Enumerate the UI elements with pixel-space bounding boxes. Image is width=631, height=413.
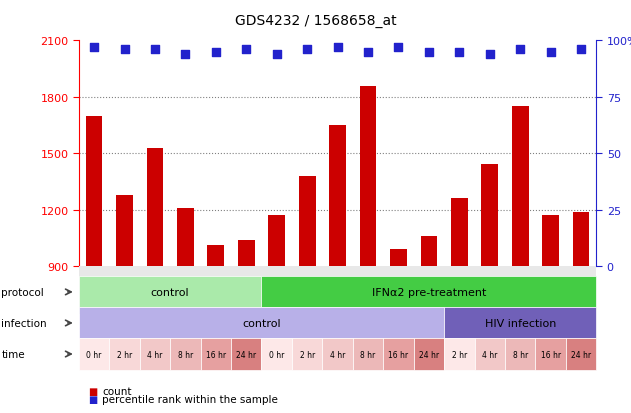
Text: 24 hr: 24 hr [571, 350, 591, 358]
Point [424, 49, 434, 56]
Text: 2 hr: 2 hr [117, 350, 132, 358]
Point [211, 49, 221, 56]
Point [363, 49, 373, 56]
Bar [116, 195, 133, 266]
Text: percentile rank within the sample: percentile rank within the sample [102, 394, 278, 404]
Text: 16 hr: 16 hr [206, 350, 226, 358]
Text: IFNα2 pre-treatment: IFNα2 pre-treatment [372, 287, 486, 297]
Text: 24 hr: 24 hr [419, 350, 439, 358]
Text: time: time [1, 349, 25, 359]
Point [272, 52, 282, 58]
Text: control: control [242, 318, 281, 328]
Bar [390, 249, 407, 266]
Bar [512, 107, 529, 266]
Point [454, 49, 464, 56]
Bar [238, 240, 255, 266]
Text: count: count [102, 386, 132, 396]
Point [302, 47, 312, 54]
Text: HIV infection: HIV infection [485, 318, 556, 328]
Bar [329, 126, 346, 266]
Point [393, 45, 403, 51]
Text: 0 hr: 0 hr [269, 350, 285, 358]
Point [89, 45, 99, 51]
Point [333, 45, 343, 51]
Bar [208, 246, 224, 266]
Bar [177, 208, 194, 266]
Text: infection: infection [1, 318, 47, 328]
Text: 8 hr: 8 hr [178, 350, 193, 358]
Bar [146, 148, 163, 266]
Text: 8 hr: 8 hr [360, 350, 375, 358]
Point [150, 47, 160, 54]
Point [241, 47, 251, 54]
Bar [420, 236, 437, 266]
Bar [86, 116, 102, 266]
Point [576, 47, 586, 54]
Text: 4 hr: 4 hr [147, 350, 163, 358]
Bar [573, 212, 589, 266]
Bar [451, 199, 468, 266]
Bar [542, 216, 559, 266]
Bar [481, 165, 498, 266]
Point [515, 47, 525, 54]
Text: 16 hr: 16 hr [389, 350, 408, 358]
Text: 24 hr: 24 hr [236, 350, 256, 358]
Text: ■: ■ [88, 386, 98, 396]
Point [485, 52, 495, 58]
Text: 16 hr: 16 hr [541, 350, 561, 358]
Text: protocol: protocol [1, 287, 44, 297]
Text: 2 hr: 2 hr [452, 350, 467, 358]
Point [119, 47, 129, 54]
Point [180, 52, 191, 58]
Bar [360, 86, 376, 266]
Point [546, 49, 556, 56]
Text: GDS4232 / 1568658_at: GDS4232 / 1568658_at [235, 14, 396, 28]
Text: 4 hr: 4 hr [482, 350, 497, 358]
Text: control: control [151, 287, 189, 297]
Text: 2 hr: 2 hr [300, 350, 315, 358]
Text: 0 hr: 0 hr [86, 350, 102, 358]
Text: 4 hr: 4 hr [330, 350, 345, 358]
Bar [299, 176, 316, 266]
Bar [268, 216, 285, 266]
Text: ■: ■ [88, 394, 98, 404]
Text: 8 hr: 8 hr [512, 350, 528, 358]
